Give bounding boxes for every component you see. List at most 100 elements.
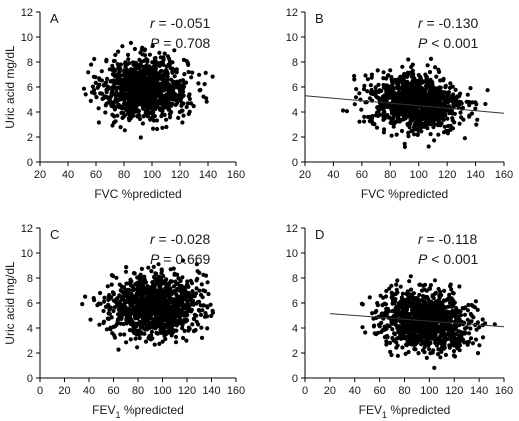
stat-p: P < 0.001 (418, 251, 479, 267)
data-point (151, 99, 156, 104)
data-point (454, 102, 459, 107)
data-point (176, 115, 181, 120)
data-point (119, 106, 124, 111)
data-point (485, 88, 490, 93)
data-point (426, 144, 431, 149)
x-tick-label: 120 (171, 169, 189, 181)
data-point (167, 59, 172, 64)
data-point (145, 284, 150, 289)
data-point (428, 132, 433, 137)
data-point (132, 271, 137, 276)
stat-r: r = -0.130 (418, 15, 479, 31)
data-point (119, 97, 124, 102)
data-point (146, 305, 152, 310)
data-point (130, 112, 135, 117)
data-point (441, 304, 446, 309)
data-point (110, 85, 115, 90)
data-point (157, 94, 162, 99)
data-point (175, 294, 180, 299)
data-point (416, 333, 421, 338)
data-point (159, 317, 165, 322)
data-point (96, 106, 101, 111)
data-point (368, 83, 373, 88)
data-point (113, 52, 118, 58)
data-point (483, 101, 488, 107)
data-point (434, 74, 439, 79)
data-point (134, 61, 139, 66)
data-point (391, 120, 396, 125)
x-tick-label: 140 (470, 385, 488, 397)
data-point (123, 269, 129, 274)
data-point (398, 336, 403, 341)
data-point (170, 70, 175, 75)
data-point (180, 120, 185, 125)
data-point (149, 296, 154, 302)
data-point (139, 266, 144, 271)
data-point (395, 353, 400, 358)
data-point (423, 88, 428, 93)
data-point (418, 337, 423, 342)
x-tick-label: 40 (349, 385, 361, 397)
panel-b-points (340, 56, 490, 149)
data-point (417, 292, 422, 297)
x-tick-label: 120 (438, 169, 456, 181)
data-point (130, 92, 135, 97)
data-point (110, 63, 115, 68)
y-tick-label: 0 (27, 373, 33, 385)
data-point (422, 287, 427, 292)
y-tick-label: 0 (27, 157, 33, 169)
data-point (425, 295, 430, 300)
data-point (389, 93, 394, 98)
data-point (473, 106, 478, 111)
data-point (459, 101, 464, 106)
data-point (180, 323, 185, 328)
data-point (445, 116, 450, 121)
data-point (442, 90, 448, 95)
data-point (424, 79, 429, 84)
data-point (367, 295, 372, 300)
data-point (203, 70, 208, 75)
data-point (399, 310, 404, 315)
data-point (176, 310, 181, 316)
data-point (124, 281, 129, 286)
data-point (126, 74, 131, 79)
data-point (399, 98, 404, 103)
data-point (417, 121, 422, 126)
data-point (132, 310, 137, 315)
data-point (162, 51, 167, 56)
data-point (123, 95, 129, 100)
data-point (161, 292, 166, 297)
data-point (158, 60, 163, 65)
data-point (446, 325, 451, 330)
data-point (154, 118, 160, 123)
x-tick-label: 160 (495, 169, 513, 181)
data-point (435, 91, 441, 96)
data-point (409, 304, 414, 309)
data-point (404, 83, 409, 89)
data-point (369, 75, 374, 80)
data-point (395, 290, 400, 295)
data-point (401, 114, 406, 119)
y-tick-label: 8 (27, 273, 33, 285)
data-point (429, 323, 434, 328)
data-point (451, 343, 456, 348)
stat-r: r = -0.028 (150, 231, 211, 247)
data-point (160, 73, 165, 78)
data-point (404, 342, 409, 347)
data-point (137, 72, 143, 77)
data-point (114, 296, 119, 302)
x-axis-title: FEV1 %predicted (359, 403, 451, 420)
data-point (420, 330, 425, 335)
data-point (189, 281, 195, 286)
stat-p: P < 0.001 (418, 35, 479, 51)
data-point (374, 308, 379, 314)
data-point (119, 315, 124, 320)
data-point (441, 339, 446, 344)
y-tick-label: 12 (21, 7, 33, 19)
y-tick-label: 2 (27, 348, 33, 360)
stat-p: P = 0.669 (150, 251, 211, 267)
data-point (396, 324, 401, 329)
data-point (115, 113, 120, 118)
data-point (354, 87, 359, 92)
